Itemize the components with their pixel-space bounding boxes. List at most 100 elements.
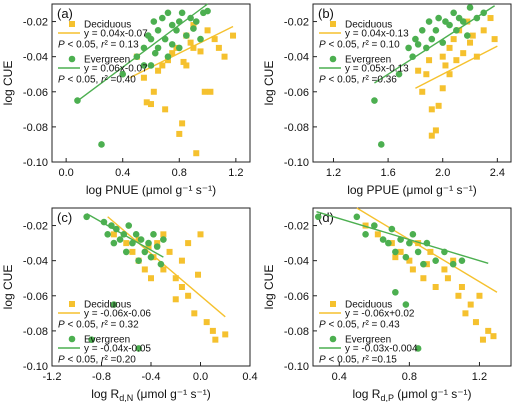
deciduous-point (406, 257, 413, 264)
deciduous-fit-stats: P < 0.05, r² = 0.13 (58, 40, 139, 51)
evergreen-fit-equation: y = -0.04x-0.05 (84, 344, 151, 355)
x-tick-label: 0.0 (58, 167, 73, 179)
deciduous-point (221, 53, 228, 60)
deciduous-fit-stats: P < 0.05, r² = 0.10 (319, 40, 400, 51)
deciduous-point (207, 88, 214, 95)
deciduous-point (183, 62, 190, 69)
evergreen-point (178, 9, 186, 17)
deciduous-point (423, 71, 430, 78)
deciduous-point (476, 292, 483, 299)
deciduous-point (455, 292, 462, 299)
deciduous-point (439, 53, 446, 60)
evergreen-point (402, 301, 410, 308)
deciduous-point (469, 32, 476, 39)
deciduous-point (164, 57, 171, 64)
deciduous-point (160, 231, 167, 238)
deciduous-point (230, 32, 237, 39)
evergreen-point (98, 141, 105, 148)
y-tick-label: -0.08 (23, 326, 48, 338)
deciduous-fit-stats: P < 0.05, r² = 0.32 (58, 320, 139, 331)
deciduous-point (420, 275, 427, 282)
evergreen-point (150, 231, 157, 238)
evergreen-fit-equation: y = 0.05x-0.13 (345, 64, 409, 75)
deciduous-point (150, 88, 157, 95)
evergreen-point (157, 260, 165, 268)
evergreen-point (154, 44, 162, 52)
deciduous-point (222, 331, 229, 338)
deciduous-point (166, 248, 173, 255)
evergreen-legend-label: Evergreen (345, 335, 391, 346)
x-axis-label: log Rd,N (μmol g⁻¹ s⁻¹) (91, 387, 211, 402)
evergreen-point (153, 243, 161, 250)
evergreen-point (175, 44, 183, 52)
evergreen-legend-marker (329, 335, 337, 343)
evergreen-point (420, 260, 427, 268)
evergreen-point (466, 4, 474, 11)
deciduous-legend-label: Deciduous (84, 20, 131, 31)
evergreen-point (168, 21, 176, 29)
deciduous-point (148, 101, 154, 108)
y-tick-label: -0.06 (23, 291, 48, 303)
evergreen-point (392, 288, 399, 296)
evergreen-point (168, 41, 176, 48)
evergreen-point (88, 336, 95, 343)
deciduous-point (467, 39, 474, 46)
evergreen-point (432, 27, 440, 34)
evergreen-legend-marker (68, 55, 76, 63)
deciduous-point (444, 275, 451, 282)
y-tick-label: -0.02 (23, 17, 48, 29)
evergreen-point (192, 18, 200, 25)
evergreen-point (388, 225, 396, 233)
deciduous-point (110, 231, 117, 238)
deciduous-point (178, 257, 185, 264)
evergreen-point (110, 239, 118, 247)
evergreen-point (450, 9, 457, 17)
y-tick-label: -0.02 (284, 17, 309, 29)
deciduous-point (178, 284, 185, 290)
evergreen-point (405, 44, 412, 52)
deciduous-point (458, 284, 465, 290)
y-tick-label: -0.04 (23, 52, 48, 64)
evergreen-point (406, 239, 413, 247)
deciduous-point (487, 15, 494, 22)
y-tick-label: -0.04 (284, 52, 309, 64)
deciduous-point (479, 336, 486, 343)
y-tick-label: -0.10 (284, 157, 309, 169)
x-tick-label: 1.6 (380, 167, 395, 179)
deciduous-point (450, 257, 457, 264)
evergreen-fit-stats: P < 0.05, r² =0.36 (319, 75, 397, 86)
deciduous-point (204, 27, 211, 34)
x-tick-label: 1.2 (472, 371, 487, 383)
evergreen-point (353, 213, 361, 221)
evergreen-point (409, 53, 416, 60)
evergreen-point (154, 27, 162, 34)
deciduous-point (388, 240, 395, 247)
deciduous-fit-line (356, 207, 498, 293)
evergreen-legend-label: Evergreen (345, 55, 391, 66)
evergreen-fit-line (316, 211, 489, 264)
evergreen-legend-marker (329, 55, 337, 63)
evergreen-point (379, 236, 387, 243)
deciduous-point (176, 130, 183, 137)
panel-a: 0.0 0.4 0.8 1.2 -0.02 -0.04 -0.06 -0.08 -0.10 log… (1, 3, 251, 197)
y-tick-label: -0.10 (23, 361, 48, 373)
deciduous-point (143, 99, 150, 106)
deciduous-point (467, 301, 474, 308)
x-axis-label: log PNUE (μmol g⁻¹ s⁻¹) (86, 183, 216, 197)
y-tick-label: -0.08 (284, 122, 309, 134)
y-tick-label: -0.06 (284, 291, 309, 303)
evergreen-point (150, 18, 158, 25)
evergreen-point (414, 345, 422, 352)
evergreen-point (402, 253, 410, 261)
x-tick-label: -0.4 (142, 371, 161, 383)
x-tick-label: 0.8 (172, 167, 187, 179)
x-tick-label: -1.2 (43, 371, 62, 383)
evergreen-point (362, 231, 369, 238)
evergreen-point (385, 239, 392, 247)
evergreen-point (135, 257, 142, 264)
deciduous-point (211, 36, 218, 43)
evergreen-point (135, 345, 142, 352)
y-axis-label: log CUE (1, 265, 15, 310)
deciduous-point (201, 88, 208, 95)
deciduous-legend-label: Deciduous (345, 300, 392, 311)
